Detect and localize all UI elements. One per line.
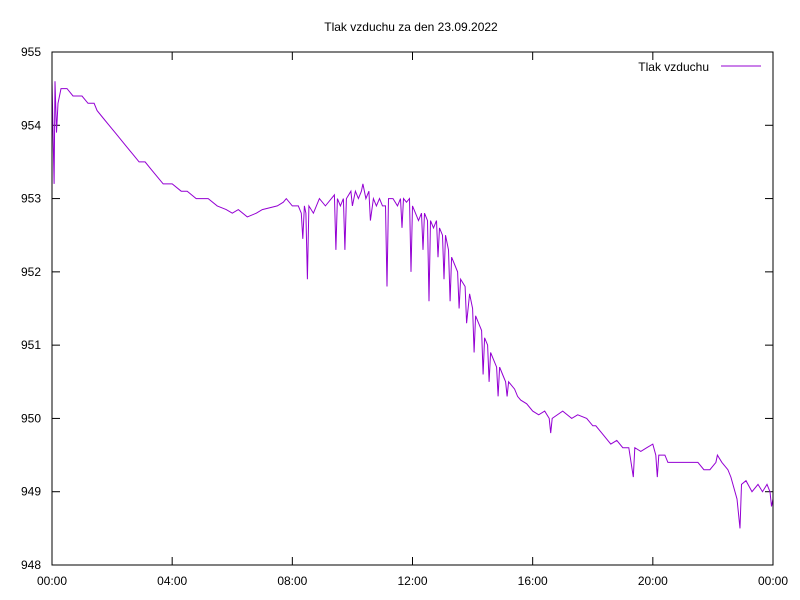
series-line-tlak-vzduchu <box>51 81 774 529</box>
x-tick-label: 00:00 <box>37 574 67 588</box>
x-tick-label: 08:00 <box>277 574 307 588</box>
y-tick-label: 954 <box>21 118 41 132</box>
x-tick-label: 04:00 <box>157 574 187 588</box>
x-tick-label: 12:00 <box>397 574 427 588</box>
y-tick-label: 948 <box>21 558 41 572</box>
y-axis: 948 949 950 951 952 953 954 955 <box>21 45 773 572</box>
x-axis: 00:00 04:00 08:00 12:00 16:00 20:00 00:00 <box>37 52 788 588</box>
legend-label: Tlak vzduchu <box>638 60 709 74</box>
y-tick-label: 952 <box>21 265 41 279</box>
legend: Tlak vzduchu <box>638 60 761 74</box>
x-tick-label: 16:00 <box>518 574 548 588</box>
y-tick-label: 955 <box>21 45 41 59</box>
x-tick-label: 20:00 <box>638 574 668 588</box>
chart-title: Tlak vzduchu za den 23.09.2022 <box>324 20 498 34</box>
x-tick-label: 00:00 <box>758 574 788 588</box>
y-tick-label: 953 <box>21 192 41 206</box>
y-tick-label: 949 <box>21 485 41 499</box>
y-tick-label: 950 <box>21 411 41 425</box>
plot-frame <box>51 51 774 566</box>
y-tick-label: 951 <box>21 338 41 352</box>
